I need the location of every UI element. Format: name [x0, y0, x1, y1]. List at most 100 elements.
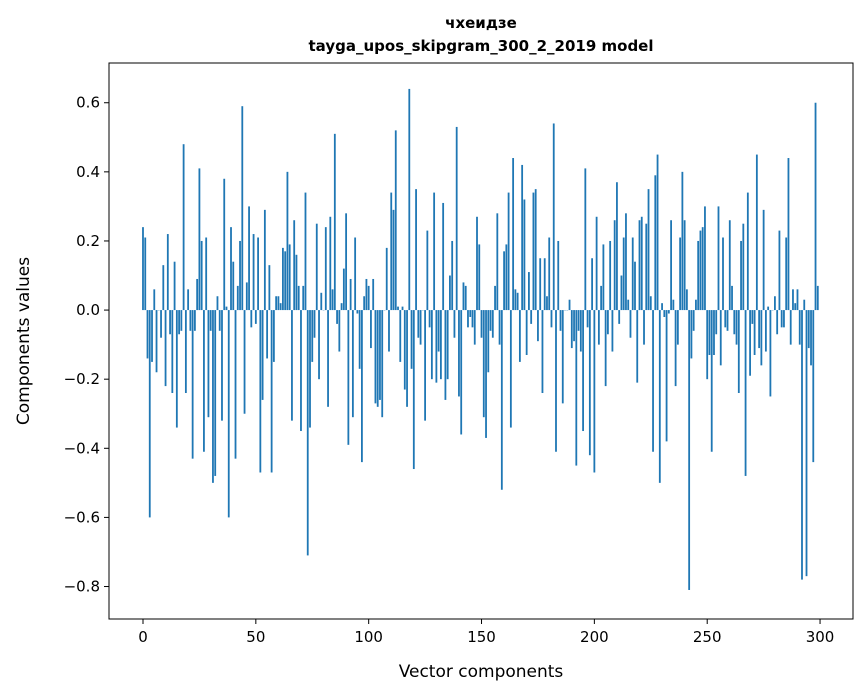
bar-233 — [667, 310, 670, 314]
bar-9 — [162, 265, 165, 311]
bar-262 — [733, 310, 736, 335]
chart-title-line1: чхеидзе — [445, 14, 517, 32]
bar-280 — [774, 296, 776, 311]
bar-25 — [198, 168, 201, 311]
bar-100 — [367, 285, 370, 311]
plot-frame — [108, 62, 854, 620]
bar-6 — [155, 310, 158, 373]
bar-225 — [649, 296, 652, 311]
bar-270 — [751, 310, 754, 324]
bar-260 — [728, 220, 731, 311]
bar-0 — [142, 227, 144, 311]
bar-16 — [178, 310, 181, 335]
bar-226 — [652, 310, 654, 452]
bar-83 — [329, 216, 332, 311]
y-tick-label: −0.8 — [64, 578, 100, 596]
bar-73 — [306, 310, 309, 556]
bar-111 — [392, 209, 395, 311]
bar-36 — [223, 178, 226, 311]
bar-200 — [593, 310, 596, 473]
x-tick-label: 50 — [246, 628, 265, 646]
bar-176 — [539, 258, 542, 311]
bar-209 — [613, 220, 616, 311]
bar-215 — [627, 299, 630, 311]
bar-263 — [735, 310, 738, 345]
bar-292 — [801, 310, 803, 580]
bar-146 — [471, 310, 474, 328]
bar-198 — [588, 310, 591, 456]
bar-222 — [643, 310, 645, 345]
bar-115 — [401, 306, 404, 311]
bar-127 — [428, 310, 431, 328]
bar-148 — [476, 216, 478, 311]
bar-66 — [291, 310, 293, 421]
bar-197 — [586, 310, 589, 328]
bar-299 — [816, 285, 819, 311]
bar-123 — [419, 310, 422, 345]
bar-38 — [227, 310, 230, 518]
bar-41 — [234, 310, 237, 459]
bar-252 — [710, 310, 713, 452]
bar-269 — [749, 310, 751, 376]
x-tick-label: 200 — [580, 628, 609, 646]
bar-182 — [552, 123, 555, 311]
bar-170 — [525, 310, 528, 355]
bar-60 — [277, 296, 280, 311]
bar-264 — [737, 310, 740, 394]
bar-150 — [480, 310, 483, 338]
bar-278 — [769, 310, 772, 397]
bar-206 — [607, 310, 609, 335]
bar-91 — [347, 310, 350, 445]
bar-245 — [695, 299, 697, 311]
bar-74 — [309, 310, 311, 428]
bar-240 — [683, 220, 686, 311]
x-tick-label: 150 — [467, 628, 496, 646]
bar-289 — [794, 303, 797, 311]
bar-163 — [509, 310, 512, 428]
bar-116 — [403, 310, 406, 390]
bar-121 — [415, 189, 417, 311]
bar-120 — [412, 310, 415, 470]
bar-216 — [629, 310, 632, 338]
x-axis-label: Vector components — [399, 662, 564, 682]
bar-156 — [494, 285, 496, 311]
bar-79 — [320, 292, 323, 311]
bar-67 — [293, 220, 296, 311]
bar-175 — [537, 310, 539, 342]
bar-69 — [297, 285, 300, 311]
bar-153 — [487, 310, 490, 373]
bars — [142, 88, 819, 590]
bar-21 — [189, 310, 192, 331]
bar-43 — [239, 240, 241, 311]
bar-131 — [437, 310, 440, 352]
bar-2 — [146, 310, 149, 359]
bar-231 — [663, 310, 666, 317]
bar-50 — [254, 310, 257, 324]
bar-291 — [798, 310, 801, 345]
bar-254 — [715, 310, 718, 335]
bar-51 — [257, 237, 259, 311]
bar-275 — [762, 209, 765, 311]
bar-55 — [266, 310, 269, 359]
bar-53 — [261, 310, 264, 400]
bar-141 — [460, 310, 463, 435]
bar-28 — [205, 237, 208, 311]
bar-22 — [191, 310, 194, 459]
bar-93 — [351, 310, 354, 418]
bar-267 — [744, 310, 747, 476]
bar-49 — [252, 234, 255, 311]
bar-151 — [482, 310, 485, 418]
bar-78 — [318, 310, 320, 380]
bar-44 — [241, 106, 244, 311]
bar-71 — [302, 285, 305, 311]
bar-235 — [672, 299, 675, 311]
bar-145 — [469, 310, 472, 317]
y-tick-label: 0.4 — [76, 163, 100, 181]
y-tick-label: −0.6 — [64, 508, 100, 526]
bar-167 — [518, 310, 521, 362]
bar-181 — [550, 310, 553, 328]
bar-26 — [200, 240, 203, 311]
bar-285 — [785, 237, 788, 311]
bar-152 — [485, 310, 487, 438]
bar-19 — [184, 310, 187, 394]
